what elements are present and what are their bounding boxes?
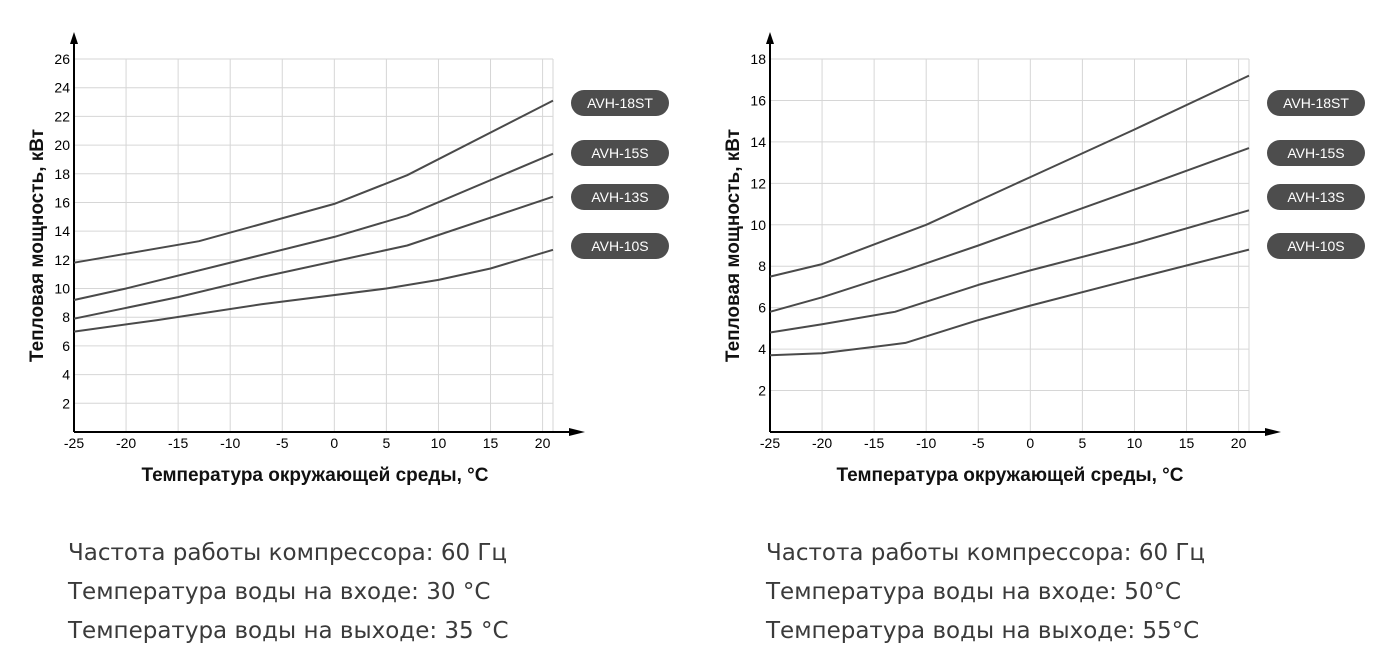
y-tick-label: 14 [750,134,766,150]
x-tick-label: 20 [1231,435,1247,451]
y-tick-label: 18 [54,166,70,182]
y-axis-arrow [70,32,78,44]
legend-label: AVH-15S [1287,145,1344,161]
y-tick-label: 16 [750,92,766,108]
legend-badge-avh-18st [1267,90,1365,116]
series-line-avh-13s [73,195,554,320]
y-tick-label: 2 [62,395,70,411]
legend-label: AVH-18ST [1283,95,1349,111]
caption-water-inlet: Температура воды на входе: 50°C [766,579,1182,605]
caption-water-outlet: Температура воды на выходе: 35 °C [68,618,509,644]
x-tick-label: 15 [483,435,499,451]
x-tick-label: -25 [64,435,84,451]
x-tick-label: 5 [1078,435,1086,451]
caption-water-inlet: Температура воды на входе: 30 °C [68,579,491,605]
series-line-avh-15s [769,147,1250,313]
y-tick-label: 6 [758,300,766,316]
series-line-avh-18st [73,99,554,264]
y-tick-label: 20 [54,137,70,153]
x-tick-label: 0 [1026,435,1034,451]
legend-label: AVH-13S [591,189,648,205]
legend-label: AVH-13S [1287,189,1344,205]
legend-label: AVH-10S [1287,238,1344,254]
x-tick-label: 5 [382,435,390,451]
y-tick-label: 2 [758,383,766,399]
y-tick-label: 6 [62,338,70,354]
chart-right: -25 -20 -15 -10 -5 0 5 10 15 20 2 4 6 8 10 12 14 16 18 Темп… [723,32,1365,486]
y-tick-label: 10 [750,217,766,233]
legend-badge-avh-10s [1267,233,1365,259]
x-tick-label: 10 [1127,435,1143,451]
legend-badge-avh-13s [1267,184,1365,210]
x-tick-label: -10 [916,435,936,451]
y-tick-label: 22 [54,108,70,124]
x-tick-label: -5 [972,435,985,451]
y-tick-label: 24 [54,80,70,96]
series-line-avh-10s [769,248,1250,357]
caption-water-outlet: Температура воды на выходе: 55°C [766,618,1200,644]
y-tick-label: 8 [758,258,766,274]
caption-frequency: Частота работы компрессора: 60 Гц [68,540,508,566]
legend-badge-avh-10s [571,233,669,259]
legend-label: AVH-10S [591,238,648,254]
x-tick-label: -25 [760,435,780,451]
series-line-avh-13s [769,209,1250,334]
y-tick-label: 10 [54,281,70,297]
y-tick-label: 18 [750,51,766,67]
legend-badge-avh-15s [571,140,669,166]
grid [770,58,1250,432]
y-tick-label: 4 [758,341,766,357]
x-tick-label: -15 [168,435,188,451]
y-axis-arrow [766,32,774,44]
series-line-avh-18st [769,74,1250,278]
y-tick-label: 12 [750,175,766,191]
x-tick-label: 0 [330,435,338,451]
x-tick-label: 20 [535,435,551,451]
x-tick-label: 15 [1179,435,1195,451]
x-tick-label: -20 [116,435,136,451]
x-tick-label: -5 [276,435,289,451]
series-line-avh-10s [73,248,554,333]
x-tick-label: -10 [220,435,240,451]
x-tick-label: 10 [431,435,447,451]
y-tick-label: 12 [54,252,70,268]
x-axis-title: Температура окружающей среды, °C [836,465,1183,486]
legend-badge-avh-13s [571,184,669,210]
caption-left: Частота работы компрессора: 60 Гц Темпер… [68,534,509,651]
x-axis-arrow [1265,428,1281,436]
y-tick-label: 4 [62,367,70,383]
chart-left: -25 -20 -15 -10 -5 0 5 10 15 20246810121416182022… [27,32,669,486]
legend-badge-avh-18st [571,90,669,116]
y-axis-title: Тепловая мощность, кВт [27,129,48,362]
grid [74,58,554,432]
legend-badge-avh-15s [1267,140,1365,166]
y-tick-label: 14 [54,223,70,239]
x-axis-arrow [569,428,585,436]
y-tick-label: 8 [62,309,70,325]
x-tick-label: -15 [864,435,884,451]
y-tick-label: 26 [54,51,70,67]
caption-right: Частота работы компрессора: 60 Гц Темпер… [766,534,1205,651]
caption-frequency: Частота работы компрессора: 60 Гц [766,540,1206,566]
legend-label: AVH-15S [591,145,648,161]
x-tick-label: -20 [812,435,832,451]
series-line-avh-15s [73,152,554,301]
y-tick-label: 16 [54,194,70,210]
legend-label: AVH-18ST [587,95,653,111]
y-axis-title: Тепловая мощность, кВт [723,129,744,362]
x-axis-title: Температура окружающей среды, °C [141,465,488,486]
